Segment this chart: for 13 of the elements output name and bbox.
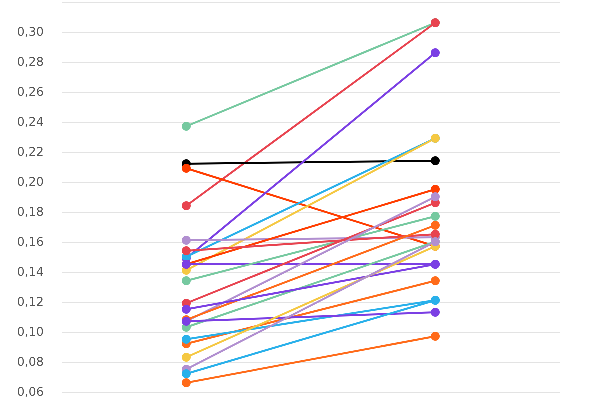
y-tick-label: 0,30	[17, 25, 44, 39]
y-tick-label: 0,06	[17, 385, 44, 399]
y-tick-label: 0,08	[17, 355, 44, 369]
y-tick-label: 0,26	[17, 85, 44, 99]
y-tick-label: 0,20	[17, 175, 44, 189]
y-tick-label: 0,16	[17, 235, 44, 249]
y-tick-label: 0,28	[17, 55, 44, 69]
y-tick-label: 0,22	[17, 145, 44, 159]
y-tick-label: 0,24	[17, 115, 44, 129]
y-tick-label: 0,18	[17, 205, 44, 219]
y-tick-label: 0,12	[17, 295, 44, 309]
y-tick-label: 0,10	[17, 325, 44, 339]
y-tick-label: 0,14	[17, 265, 44, 279]
